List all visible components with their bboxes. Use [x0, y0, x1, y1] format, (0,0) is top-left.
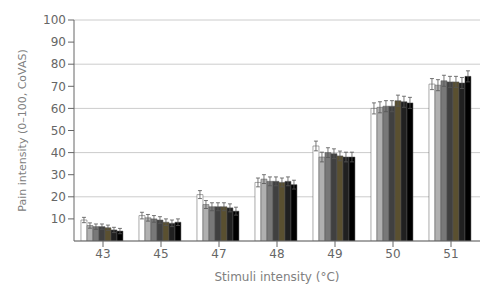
svg-text:90: 90 [51, 35, 66, 49]
svg-text:100: 100 [43, 13, 66, 27]
svg-text:43: 43 [95, 247, 110, 261]
svg-text:20: 20 [51, 190, 66, 204]
svg-text:10: 10 [51, 212, 66, 226]
svg-text:45: 45 [153, 247, 168, 261]
svg-text:30: 30 [51, 168, 66, 182]
svg-text:40: 40 [51, 146, 66, 160]
svg-text:70: 70 [51, 80, 66, 94]
svg-text:48: 48 [269, 247, 284, 261]
svg-text:Stimuli intensity (°C): Stimuli intensity (°C) [214, 270, 339, 284]
svg-text:51: 51 [443, 247, 458, 261]
svg-text:47: 47 [211, 247, 226, 261]
svg-text:80: 80 [51, 57, 66, 71]
svg-text:49: 49 [327, 247, 342, 261]
svg-text:50: 50 [385, 247, 400, 261]
svg-text:Pain intensity (0–100, CoVAS): Pain intensity (0–100, CoVAS) [16, 49, 29, 211]
svg-text:60: 60 [51, 102, 66, 116]
svg-text:50: 50 [51, 124, 66, 138]
